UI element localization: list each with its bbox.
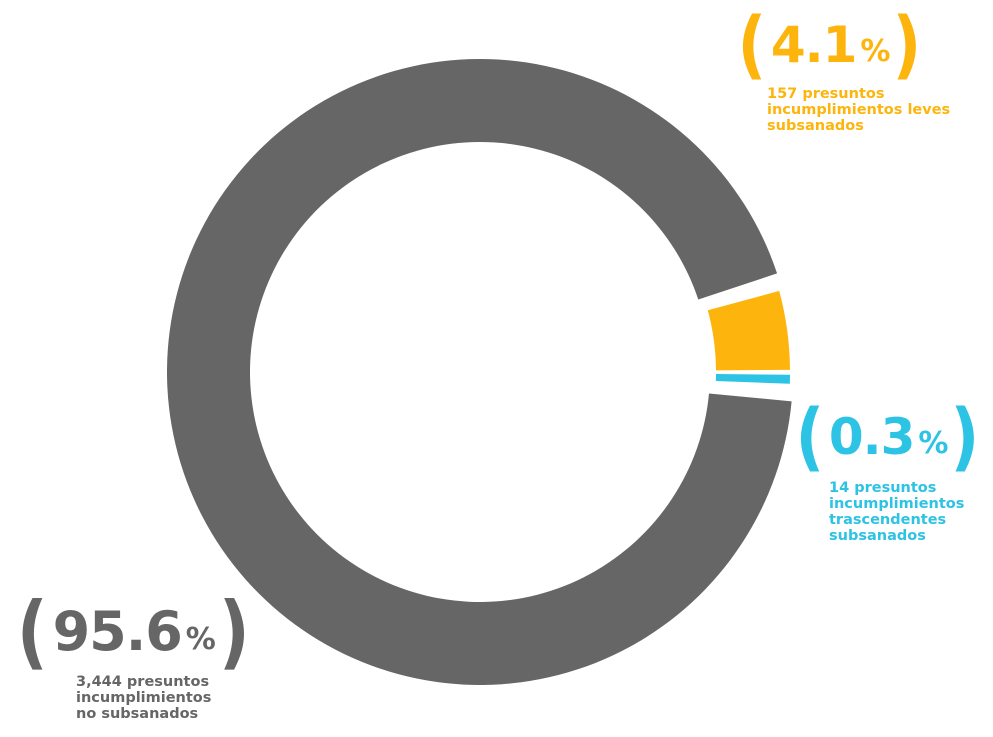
leves-description-line: 157 presuntos [767,86,885,102]
close-paren-icon: ) [951,394,980,480]
trascendentes-description-line: incumplimientos [829,496,965,512]
no-subsanados-description-line: 3,444 presuntos [76,674,210,690]
leves-description-line: incumplimientos leves [767,102,951,118]
close-paren-icon: ) [218,585,250,678]
callout-no-subsanados: ( 95.6 % ) 3,444 presuntos incumplimient… [14,592,276,723]
trascendentes-description-line: 14 presuntos [829,480,937,496]
open-paren-icon: ( [16,585,48,678]
leves-description: 157 presuntos incumplimientos leves subs… [767,86,967,134]
no-subsanados-description-line: no subsanados [76,706,199,722]
open-paren-icon: ( [737,2,767,88]
open-paren-icon: ( [795,394,825,480]
no-subsanados-description: 3,444 presuntos incumplimientos no subsa… [76,674,276,722]
trascendentes-description-line: trascendentes [829,512,947,528]
trascendentes-percent-unit: % [918,426,949,461]
slice-leves [707,290,790,371]
close-paren-icon: ) [893,2,922,88]
callout-trascendentes-value: ( 0.3 % ) [793,400,993,474]
callout-trascendentes: ( 0.3 % ) 14 presuntos incumplimientos t… [793,400,993,544]
trascendentes-percent-label: 0.3 [828,408,916,466]
leves-percent-unit: % [860,34,891,69]
leves-description-line: subsanados [767,118,864,134]
no-subsanados-percent-unit: % [185,622,216,657]
callout-leves: ( 4.1 % ) 157 presuntos incumplimientos … [735,8,967,134]
trascendentes-description-line: subsanados [829,528,926,544]
leves-percent-label: 4.1 [770,16,858,74]
slice-trascendentes [715,374,790,384]
no-subsanados-percent-label: 95.6 [52,600,183,663]
no-subsanados-description-line: incumplimientos [76,690,212,706]
callout-leves-value: ( 4.1 % ) [735,8,967,82]
callout-no-subsanados-value: ( 95.6 % ) [14,592,276,672]
trascendentes-description: 14 presuntos incumplimientos trascendent… [829,480,993,544]
